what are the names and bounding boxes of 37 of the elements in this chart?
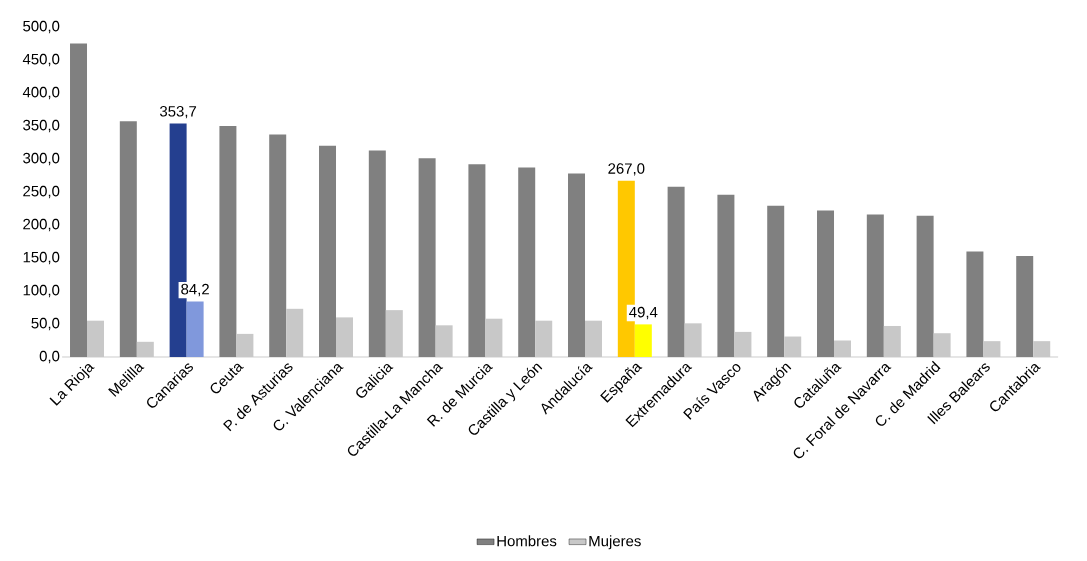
- bar: [119, 121, 137, 357]
- bar: [70, 43, 88, 357]
- y-tick-label: 200,0: [23, 218, 60, 232]
- y-tick-label: 400,0: [22, 86, 60, 100]
- bar: [518, 167, 536, 357]
- y-tick-label: 450,0: [22, 53, 60, 67]
- bar: [219, 125, 237, 357]
- bar: [866, 214, 884, 357]
- data-label: 84,2: [181, 283, 209, 297]
- y-tick-label: 250,0: [23, 185, 60, 199]
- y-tick-label: 500,0: [23, 20, 60, 34]
- y-tick-label: 100,0: [23, 284, 60, 298]
- bar: [916, 215, 934, 357]
- bar: [817, 210, 835, 357]
- y-tick-label: 150,0: [23, 251, 60, 265]
- data-label: 267,0: [608, 163, 645, 176]
- bar: [767, 205, 785, 357]
- bar: [966, 251, 984, 357]
- data-label: 353,7: [159, 106, 197, 119]
- y-tick-label: 0,0: [39, 350, 60, 364]
- y-tick-label: 300,0: [23, 152, 60, 166]
- bar: [634, 324, 652, 357]
- bar: [568, 173, 586, 357]
- legend-label: Mujeres: [589, 535, 641, 550]
- bar: [368, 150, 386, 357]
- bar: [418, 158, 436, 357]
- bar: [186, 301, 204, 357]
- bar: [319, 145, 337, 357]
- legend-label: Hombres: [497, 535, 557, 547]
- bar: [468, 164, 486, 357]
- y-tick-label: 350,0: [23, 119, 60, 133]
- bar: [667, 186, 685, 357]
- y-tick-label: 50,0: [31, 317, 60, 331]
- bar: [269, 134, 287, 357]
- bar: [717, 194, 735, 357]
- data-label: 49,4: [629, 306, 658, 320]
- bar: [1016, 256, 1034, 357]
